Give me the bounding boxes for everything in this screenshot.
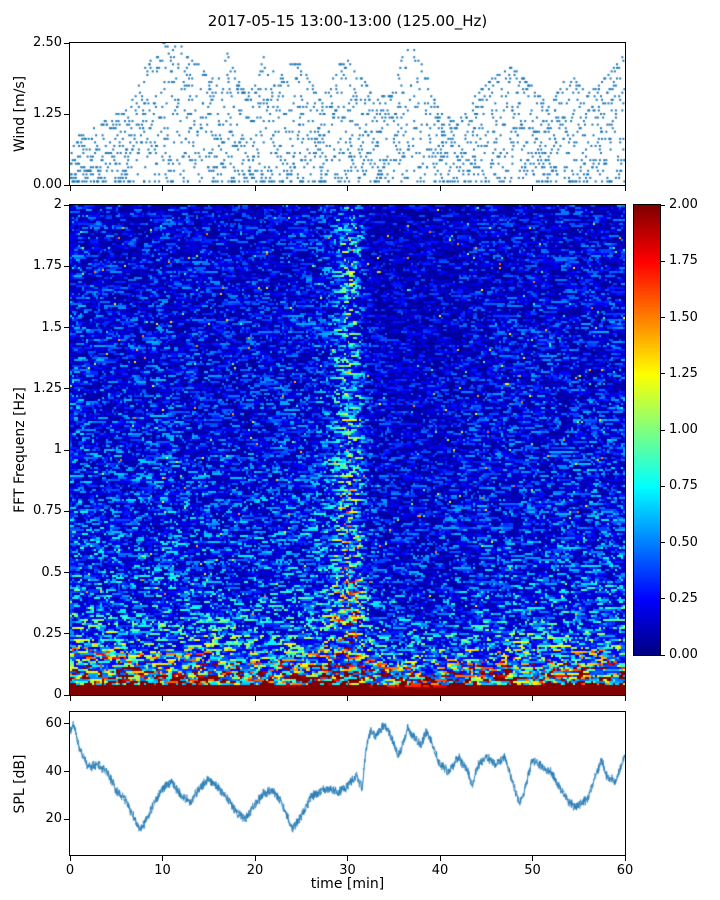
spl-y-tick-label: 40 xyxy=(45,763,62,779)
wind-x-tick-mark xyxy=(162,186,163,191)
x-axis-label: time [min] xyxy=(310,876,385,892)
wind-y-tick-mark xyxy=(64,184,69,186)
wind-x-tick-mark xyxy=(532,186,533,191)
wind-y-tick-label: 2.50 xyxy=(33,35,62,50)
wind-y-tick-mark xyxy=(64,42,69,44)
time-x-tick-label: 40 xyxy=(431,863,449,878)
fft-y-tick-label: 1.25 xyxy=(33,380,62,396)
wind-x-tick-mark xyxy=(347,186,348,191)
time-x-tick-mark xyxy=(347,856,348,861)
spl-y-tick-mark xyxy=(64,771,69,773)
figure-title: 2017-05-15 13:00-13:00 (125.00_Hz) xyxy=(207,12,488,30)
fft-y-tick-mark xyxy=(64,510,69,512)
fft-y-tick-label: 1.5 xyxy=(41,319,62,335)
fft-y-tick-mark xyxy=(64,388,69,390)
fft-y-tick-mark xyxy=(64,633,69,635)
fft-y-tick-label: 1.75 xyxy=(33,258,62,274)
fft-x-tick-mark xyxy=(532,696,533,701)
fft-y-tick-label: 0 xyxy=(53,687,62,702)
fft-y-tick-label: 1 xyxy=(53,442,62,457)
fft-y-tick-label: 2 xyxy=(53,197,62,212)
spl-y-tick-mark xyxy=(64,723,69,725)
wind-x-tick-mark xyxy=(254,186,256,191)
fft-y-tick-label: 0.25 xyxy=(33,625,62,641)
colorbar-tick-mark xyxy=(661,260,665,262)
colorbar-tick-label: 1.50 xyxy=(669,309,698,325)
time-x-tick-mark xyxy=(69,856,71,861)
fft-x-tick-mark xyxy=(347,696,348,701)
wind-x-tick-mark xyxy=(624,186,626,191)
colorbar-tick-label: 0.75 xyxy=(669,478,698,494)
fft-x-tick-mark xyxy=(69,696,71,701)
fft-y-tick-mark xyxy=(64,265,69,267)
colorbar-tick-label: 1.75 xyxy=(669,253,698,269)
time-x-tick-mark xyxy=(162,856,163,861)
fft-y-tick-label: 0.5 xyxy=(41,564,62,580)
wind-x-tick-mark xyxy=(439,186,441,191)
colorbar-tick-label: 0.00 xyxy=(669,647,698,662)
wind-y-tick-label: 1.25 xyxy=(33,106,62,121)
spl-y-tick-mark xyxy=(64,818,69,820)
fft-y-tick-mark xyxy=(64,572,69,573)
spl-y-tick-label: 60 xyxy=(45,715,62,731)
wind-y-tick-mark xyxy=(64,113,69,115)
colorbar-tick-mark xyxy=(661,429,665,431)
colorbar-tick-mark xyxy=(661,317,665,318)
spl-y-tick-label: 20 xyxy=(45,811,62,827)
fft-x-tick-mark xyxy=(162,696,163,701)
wind-y-tick-label: 0.00 xyxy=(33,177,62,192)
fft-x-tick-mark xyxy=(439,696,441,701)
wind-scatter-canvas xyxy=(70,43,625,185)
time-x-tick-label: 50 xyxy=(524,863,541,878)
wind-scatter-plot xyxy=(69,42,626,186)
colorbar-tick-label: 0.25 xyxy=(669,590,698,606)
time-x-tick-label: 10 xyxy=(154,863,171,878)
fft-y-tick-mark xyxy=(64,204,69,206)
fft-y-tick-label: 0.75 xyxy=(33,503,62,519)
colorbar-tick-label: 1.25 xyxy=(669,365,698,381)
spectrogram-plot xyxy=(69,204,626,696)
colorbar-tick-mark xyxy=(661,654,665,656)
time-x-tick-label: 30 xyxy=(339,863,356,878)
colorbar-tick-mark xyxy=(661,485,665,487)
colorbar-tick-mark xyxy=(661,204,665,206)
time-x-tick-mark xyxy=(439,856,441,861)
time-x-tick-mark xyxy=(532,856,533,861)
fft-x-tick-mark xyxy=(624,696,626,701)
fft-y-tick-mark xyxy=(64,694,69,696)
colorbar-tick-mark xyxy=(661,598,665,600)
time-x-tick-mark xyxy=(624,856,626,861)
colorbar xyxy=(633,204,661,656)
time-x-tick-label: 20 xyxy=(246,863,264,878)
spl-line-canvas xyxy=(70,712,625,855)
spectrogram-canvas xyxy=(70,205,625,695)
fft-y-tick-mark xyxy=(64,449,69,451)
colorbar-tick-label: 0.50 xyxy=(669,534,698,550)
colorbar-tick-mark xyxy=(661,373,665,375)
colorbar-tick-mark xyxy=(661,542,665,543)
wind-x-tick-mark xyxy=(69,186,71,191)
colorbar-tick-label: 2.00 xyxy=(669,197,698,212)
colorbar-tick-label: 1.00 xyxy=(669,422,698,437)
time-x-tick-label: 0 xyxy=(65,863,75,878)
spl-line-plot xyxy=(69,711,626,856)
fft-x-tick-mark xyxy=(254,696,256,701)
time-x-tick-mark xyxy=(254,856,256,861)
fft-y-tick-mark xyxy=(64,327,69,328)
time-x-tick-label: 60 xyxy=(616,863,634,878)
colorbar-canvas xyxy=(634,205,660,655)
